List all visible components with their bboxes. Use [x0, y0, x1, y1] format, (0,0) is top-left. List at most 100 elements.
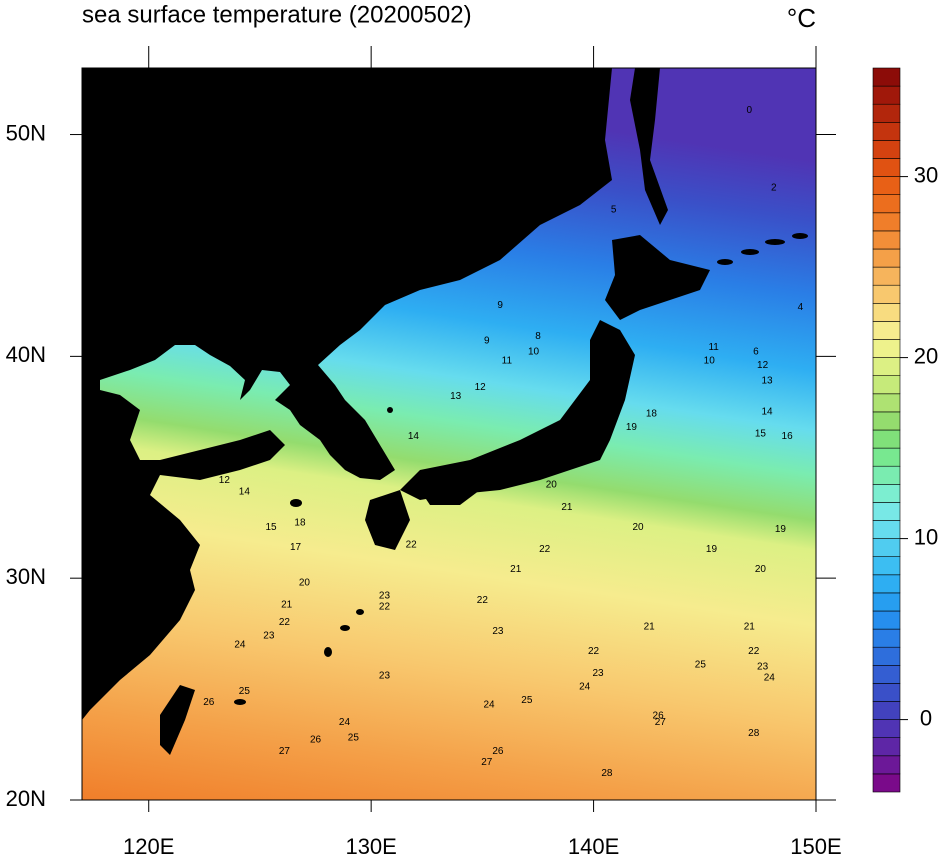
contour-label: 25: [521, 695, 533, 706]
colorbar-box: [872, 574, 901, 594]
contour-label: 24: [764, 673, 776, 684]
colorbar-box: [872, 628, 901, 648]
x-tick-label: 140E: [568, 834, 619, 858]
contour-label: 24: [339, 717, 351, 728]
colorbar-box: [872, 321, 901, 340]
y-tick-label: 40N: [6, 342, 46, 367]
colorbar-box: [872, 158, 901, 177]
contour-label: 26: [203, 697, 215, 708]
contour-label: 18: [294, 517, 306, 528]
colorbar-tick-label: 10: [914, 524, 938, 549]
colorbar-box: [872, 103, 901, 123]
contour-label: 18: [646, 409, 658, 420]
contour-label: 4: [798, 302, 804, 313]
colorbar-box: [872, 176, 901, 196]
contour-label: 12: [475, 382, 487, 393]
contour-label: 22: [477, 595, 489, 606]
contour-label: 2: [771, 182, 777, 193]
contour-label: 26: [310, 735, 322, 746]
contour-label: 26: [653, 710, 665, 721]
colorbar-tick-label: 20: [914, 343, 938, 368]
colorbar-box: [872, 429, 901, 449]
contour-label: 22: [588, 646, 600, 657]
contour-label: 16: [782, 431, 794, 442]
contour-label: 12: [219, 475, 231, 486]
colorbar-box: [872, 248, 901, 268]
contour-label: 23: [592, 668, 604, 679]
contour-label: 25: [239, 686, 251, 697]
contour-label: 22: [406, 540, 418, 551]
contour-label: 14: [239, 486, 251, 497]
contour-label: 19: [706, 544, 718, 555]
contour-label: 25: [348, 733, 360, 744]
contour-label: 12: [757, 360, 769, 371]
contour-label: 28: [601, 768, 613, 779]
y-tick-label: 50N: [6, 120, 46, 145]
colorbar-box: [872, 755, 901, 775]
colorbar-box: [872, 393, 901, 413]
contour-label: 24: [579, 682, 591, 693]
colorbar-box: [872, 701, 901, 720]
colorbar-tick-label: 30: [914, 162, 938, 187]
contour-label: 19: [775, 524, 787, 535]
contour-label: 11: [708, 342, 719, 353]
contour-label: 20: [755, 564, 767, 575]
contour-label: 23: [379, 670, 391, 681]
colorbar-box: [872, 773, 901, 793]
contour-label: 9: [484, 335, 490, 346]
contour-label: 14: [408, 431, 420, 442]
colorbar-box: [872, 194, 901, 214]
contour-label: 20: [546, 480, 558, 491]
colorbar-box: [872, 447, 901, 467]
map-frame: [81, 67, 817, 801]
colorbar-box: [872, 592, 901, 612]
contour-label: 10: [704, 355, 716, 366]
contour-label: 24: [483, 699, 495, 710]
contour-label: 20: [299, 577, 311, 588]
colorbar-box: [872, 483, 901, 503]
contour-labels: 0259891011121314121415171820212223242526…: [203, 105, 803, 779]
contour-label: 21: [281, 599, 293, 610]
contour-label: 15: [265, 522, 277, 533]
contour-label: 21: [744, 622, 756, 633]
contour-label: 15: [755, 429, 767, 440]
contour-label: 24: [234, 639, 246, 650]
contour-label: 8: [535, 331, 541, 342]
colorbar-box: [872, 230, 901, 250]
contour-label: 9: [497, 300, 503, 311]
contour-label: 23: [492, 626, 504, 637]
colorbar-box: [872, 375, 901, 395]
contour-label: 22: [748, 646, 760, 657]
contour-label: 13: [450, 391, 462, 402]
colorbar-box: [872, 538, 901, 557]
y-tick-label: 20N: [6, 786, 46, 811]
colorbar-box: [872, 646, 901, 666]
colorbar-box: [872, 502, 901, 521]
contour-label: 14: [762, 406, 774, 417]
contour-label: 27: [655, 717, 667, 728]
x-tick-label: 150E: [790, 834, 841, 858]
contour-label: 17: [290, 542, 302, 553]
colorbar-box: [872, 556, 901, 576]
colorbar-tick-label: 0: [920, 705, 932, 730]
colorbar-box: [872, 719, 901, 738]
colorbar-box: [872, 212, 901, 232]
colorbar-box: [872, 284, 901, 304]
x-tick-label: 130E: [345, 834, 396, 858]
contour-label: 23: [379, 591, 391, 602]
y-tick-label: 30N: [6, 564, 46, 589]
contour-label: 27: [279, 746, 291, 757]
colorbar-box: [872, 465, 901, 485]
contour-label: 13: [762, 375, 774, 386]
contour-label: 26: [492, 746, 504, 757]
colorbar-box: [872, 411, 901, 431]
contour-label: 10: [528, 347, 540, 358]
colorbar-box: [872, 520, 901, 539]
colorbar-box: [872, 85, 901, 105]
colorbar-box: [872, 610, 901, 630]
colorbar-box: [872, 122, 901, 141]
colorbar-box: [872, 67, 901, 87]
contour-label: 11: [502, 355, 513, 366]
contour-label: 22: [539, 544, 551, 555]
